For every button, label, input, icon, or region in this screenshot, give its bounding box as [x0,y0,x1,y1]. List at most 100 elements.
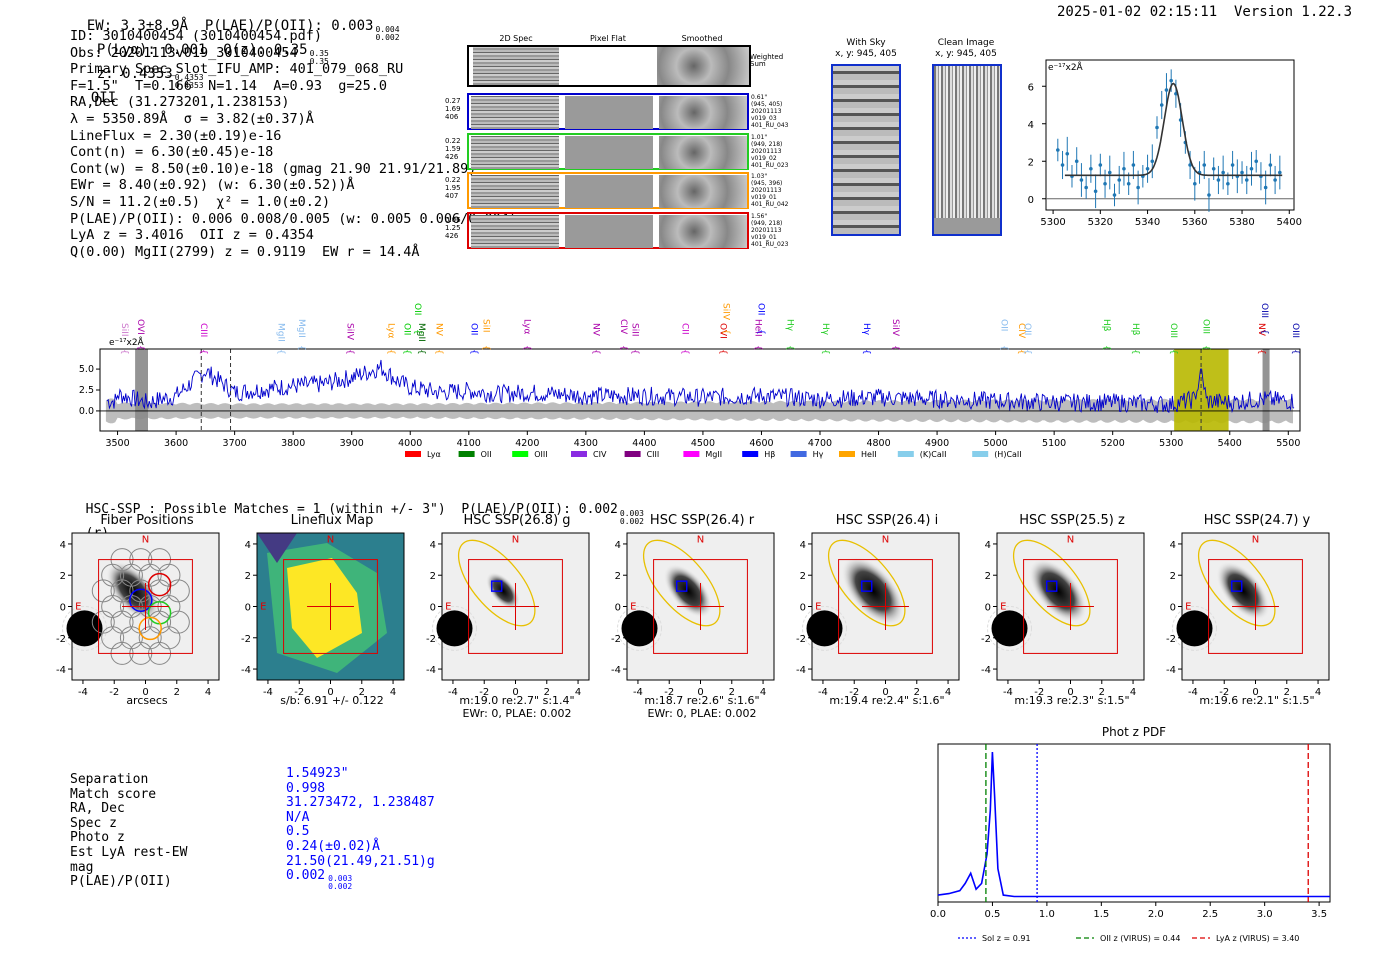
spectrum-line-label: Lyα [521,319,531,335]
zoom-data-point [1273,178,1277,182]
cutout-pixelflat [565,135,653,169]
summary-value-text: 0.998 [286,780,326,796]
hsc-panel-sub2: EWr: 0, PLAE: 0.002 [462,707,572,720]
hsc-x-tick-label: -4 [818,687,828,698]
hsc-panel-sub1: arcsecs [126,694,168,707]
spectrum-line-marker: CIV { [618,319,628,351]
pdf-x-tick-label: 0.0 [930,909,946,920]
hsc-panel-sub1: m:19.3 re:2.3" s:1.5" [1014,694,1130,707]
zoom-data-point [1211,166,1216,171]
weighted-sum-label: Weighted Sum [750,53,784,68]
cutout-stat: 426 [445,152,459,161]
with-sky-xy: x, y: 945, 405 [835,49,897,59]
hsc-galaxy [841,555,905,626]
spectrum-line-bracket: { [861,349,871,355]
spectrum-line-marker: MgII { [416,323,426,355]
cutout-pixelflat [565,214,653,248]
cutout-meta: v019_01 [751,194,777,201]
fiber-circle [166,579,190,603]
spectrum-line-marker: Hγ { [820,323,830,355]
hsc-bright-star [991,610,1028,647]
with-sky-image [831,64,901,236]
zoom-y-tick-label: 6 [1028,82,1034,93]
hsc-x-tick-label: 2 [914,687,920,698]
cutout-pixelflat [565,175,653,208]
zoom-data-point [1207,193,1211,197]
spectrum-legend-label: HeII [861,450,877,459]
hsc-x-tick-label: 2 [1099,687,1105,698]
header-ew: EW: 3.3±8.9Å P(LAE)/P(OII): 0.003 0.004 0.… [70,2,400,106]
spectrum-line-bracket: { [630,349,640,355]
spectrum-line-label: MgII [275,323,285,342]
hsc-x-tick-label: 2 [544,687,550,698]
hsc-panel-title: HSC SSP(24.7) y [1203,513,1311,528]
spectrum-line-bracket: { [1101,345,1111,351]
hsc-panel-sub1: m:18.7 re:2.6" s:1.6" [644,694,760,707]
spectrum-x-tick-label: 4400 [632,438,656,449]
info-line: Q(0.00) MgII(2799) z = 0.9119 EW r = 14.… [70,243,420,260]
spectrum-line-bracket: { [753,345,763,351]
hsc-x-tick-label: 2 [359,687,365,698]
spectrum-legend-swatch [742,451,759,457]
spectrum-line-bracket: { [1130,349,1140,355]
hsc-aperture-ellipse [642,539,721,627]
hsc-y-tick-label: 0 [1170,603,1176,614]
hsc-y-tick-label: 4 [430,540,436,551]
cutout-meta: 20201113 [751,147,782,155]
cutout-meta: 401_RU_023 [751,161,789,169]
cutout-stat: 0.22 [445,136,461,145]
hsc-panel-image: N E -4 -4 -2 -2 0 0 2 2 4 4 [611,532,775,698]
zoom-data-point [1074,159,1079,164]
header-ew-sup: 0.004 [375,25,400,34]
pdf-curve [937,751,1330,898]
fiber-orange [138,616,162,641]
hsc-y-tick-label: 0 [60,603,66,614]
hsc-y-tick-label: 2 [430,571,436,582]
cutout-stat: 1.25 [445,223,461,232]
spectrum-line-bracket: { [198,349,208,355]
spectrum-line-marker: OII { [469,323,479,355]
cutout-meta: v019_02 [751,154,777,162]
fiber-circle [101,626,125,650]
pdf-x-tick-label: 0.5 [984,909,1000,920]
spectrum-line-label: MgII [416,323,426,342]
cutout-2dspec [471,214,559,248]
spectrum-line-marker: OII { [1022,323,1032,355]
summary-key: mag [70,859,94,875]
hsc-x-tick-label: -2 [1034,687,1044,698]
hsc-x-tick-label: 0 [327,687,333,698]
hsc-y-tick-label: -2 [241,634,251,645]
zoom-data-point [1150,159,1155,164]
summary-value-text: 21.50(21.49,21.51)g [286,853,435,869]
spectrum-line-label: MgII [296,319,306,338]
zoom-data-point [1226,181,1230,186]
cutout-row-meta: 0.61" (945, 405) 20201113 v019_03 401_RU_043 [751,94,811,129]
cutout-2dspec [471,175,559,208]
cutout-pixelflat [565,96,653,129]
hsc-star-aperture [987,605,1033,651]
cutout-stat: 406 [445,113,459,121]
hsc-y-tick-label: 0 [985,603,991,614]
hsc-x-tick-label: 0 [1067,687,1073,698]
spectrum-legend-label: Hγ [813,450,824,459]
cutout-meta: 1.03" [751,173,768,180]
zoom-x-tick-label: 5320 [1088,217,1113,228]
spectrum-line-label: NV [1256,323,1266,337]
hsc-star-aperture [1172,605,1218,651]
spectrum-legend-swatch [972,451,989,457]
summary-key: Spec z [70,815,117,831]
lineflux-low [257,533,297,563]
spectrum-line-bracket: { [755,329,765,335]
zoom-data-point [1221,170,1225,175]
fiber-cutouts: 2D Spec Pixel Flat Smoothed Weighted Sum… [445,32,805,254]
cutout-meta: 0.61" [751,94,768,101]
spectrum-x-tick-label: 5300 [1159,438,1183,449]
hsc-search-box [1023,559,1118,654]
info-line: Obs: 20201113v019_3010400454 [70,44,298,61]
hsc-panel-title: HSC SSP(26.4) r [649,513,755,528]
hsc-north-label: N [327,534,334,545]
zoom-data-point [1240,170,1244,175]
spectrum-line-bracket: { [345,349,355,355]
hsc-search-box [838,559,933,654]
hsc-panel-sub1: m:19.4 re:2.4" s:1.6" [829,694,945,707]
